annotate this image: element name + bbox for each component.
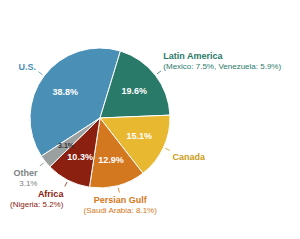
slice (100, 51, 170, 118)
data-label: 15.1% (127, 131, 153, 141)
leader-line (65, 182, 67, 186)
leader-line (40, 163, 44, 166)
category-label: Africa (38, 189, 65, 199)
category-label: Canada (173, 152, 207, 162)
category-label: Latin America (163, 51, 223, 61)
slices (30, 48, 170, 188)
leader-line (38, 72, 42, 75)
slice (41, 118, 100, 167)
data-label: 19.6% (122, 86, 148, 96)
category-label: U.S. (19, 62, 37, 72)
leader-line (157, 71, 161, 74)
data-label: 38.8% (53, 87, 79, 97)
category-label: Persian Gulf (94, 195, 148, 205)
data-label: 12.9% (98, 155, 124, 165)
pie (30, 48, 170, 188)
annotation: (Nigeria: 5.2%) (10, 200, 64, 209)
data-label: 10.3% (67, 152, 93, 162)
data-label: 3.1% (58, 142, 75, 149)
leader-line (118, 188, 119, 193)
annotation: (Mexico: 7.5%, Venezuela: 5.9%) (163, 62, 281, 71)
chart: 38.8% 19.6% 15.1% 12.9% 10.3% 3.1% U.S. Latin A… (0, 0, 300, 239)
annotation: 3.1% (19, 179, 37, 188)
leader-line (165, 148, 170, 150)
labels: 38.8% 19.6% 15.1% 12.9% 10.3% 3.1% U.S. Latin A… (10, 51, 281, 215)
annotation: (Saudi Arabia: 8.1%) (83, 206, 157, 215)
category-label: Other (13, 168, 38, 178)
